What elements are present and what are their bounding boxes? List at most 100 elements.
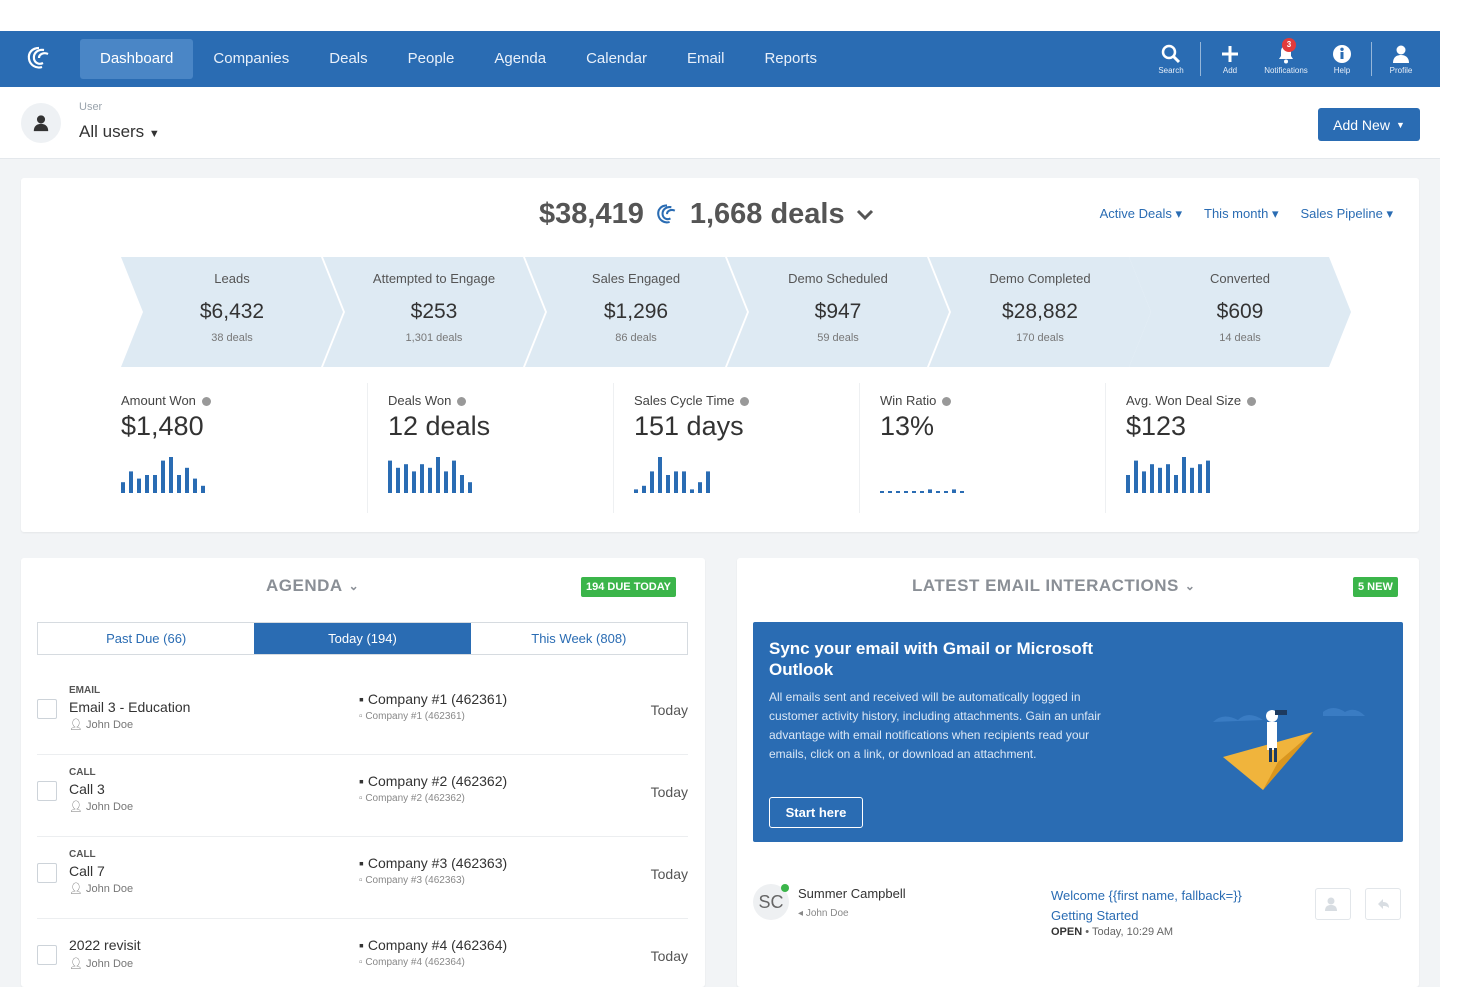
user-icon: 👤︎ bbox=[69, 801, 87, 813]
total-deals: 1,668 deals bbox=[689, 198, 845, 230]
stage-name: Demo Completed bbox=[989, 271, 1091, 286]
activity-title[interactable]: Email 3 - Education bbox=[69, 699, 191, 715]
start-here-button[interactable]: Start here bbox=[769, 797, 863, 828]
funnel-stage-demo-completed[interactable]: Demo Completed $28,882 170 deals bbox=[929, 257, 1151, 367]
nav-email[interactable]: Email bbox=[686, 50, 725, 67]
banner-title: Sync your email with Gmail or Microsoft … bbox=[769, 639, 1094, 679]
reply-button[interactable] bbox=[1365, 888, 1401, 920]
email-subject-link[interactable]: Welcome {{first name, fallback=}} Gettin… bbox=[1051, 888, 1242, 923]
active-deals-filter[interactable]: Active Deals ▾ bbox=[1099, 206, 1183, 221]
agenda-title[interactable]: AGENDA ⌄ bbox=[266, 576, 359, 596]
activity-owner: 👤︎ John Doe bbox=[69, 718, 133, 731]
stage-arrow-shape bbox=[525, 257, 747, 367]
activity-company[interactable]: ▪ Company #4 (462364) bbox=[359, 937, 507, 953]
stage-deals: 38 deals bbox=[211, 332, 253, 344]
nav-people[interactable]: People bbox=[407, 50, 455, 67]
company-sub-name: Company #2 (462362) bbox=[365, 793, 465, 804]
metric-sales-cycle-time[interactable]: Sales Cycle Time 151 days bbox=[613, 383, 859, 513]
app-logo[interactable] bbox=[16, 31, 62, 87]
activity-company[interactable]: ▪ Company #1 (462361) bbox=[359, 691, 507, 707]
user-filter-dropdown[interactable]: All users ▼ bbox=[79, 122, 160, 142]
agenda-row[interactable]: 2022 revisit 👤︎ John Doe ▪ Company #4 (4… bbox=[37, 919, 688, 987]
sparkline-bar bbox=[185, 467, 189, 493]
pipeline-filter[interactable]: Sales Pipeline ▾ bbox=[1300, 206, 1393, 221]
info-icon[interactable] bbox=[740, 397, 750, 407]
briefcase-icon: ▪ bbox=[359, 937, 368, 953]
nav-deals[interactable]: Deals bbox=[329, 50, 368, 67]
nav-dashboard[interactable]: Dashboard bbox=[80, 39, 194, 79]
sparkline bbox=[388, 457, 472, 493]
sparkline-bar bbox=[161, 460, 165, 493]
sparkline-bar bbox=[888, 491, 892, 493]
profile-button[interactable]: Profile bbox=[1376, 44, 1426, 75]
agenda-row[interactable]: CALL Call 3 👤︎ John Doe ▪ Company #2 (46… bbox=[37, 755, 688, 837]
activity-title[interactable]: 2022 revisit bbox=[69, 937, 141, 953]
activity-company-sub: ▫ Company #2 (462362) bbox=[359, 793, 465, 804]
metric-name-text: Sales Cycle Time bbox=[634, 393, 735, 408]
new-emails-badge: 5 NEW bbox=[1353, 577, 1398, 597]
stage-deals: 1,301 deals bbox=[405, 332, 463, 344]
sparkline-bar bbox=[960, 491, 964, 493]
info-icon[interactable] bbox=[201, 397, 211, 407]
nav-agenda[interactable]: Agenda bbox=[494, 50, 547, 67]
sparkline-bar bbox=[1198, 464, 1202, 493]
email-interaction-row[interactable]: SC Summer Campbell ◂ John Doe Welcome {{… bbox=[753, 870, 1403, 940]
help-button[interactable]: Help bbox=[1317, 44, 1367, 75]
stage-name: Leads bbox=[214, 271, 250, 286]
funnel-stage-leads[interactable]: Leads $6,432 38 deals bbox=[121, 257, 343, 367]
stage-deals: 59 deals bbox=[817, 332, 859, 344]
complete-checkbox[interactable] bbox=[37, 863, 57, 883]
add-button[interactable]: Add bbox=[1205, 44, 1255, 75]
company-sub-name: Company #4 (462364) bbox=[365, 957, 465, 968]
notifications-button[interactable]: 3 Notifications bbox=[1255, 37, 1317, 75]
add-new-button[interactable]: Add New ▼ bbox=[1318, 108, 1420, 141]
complete-checkbox[interactable] bbox=[37, 699, 57, 719]
sparkline-bar bbox=[129, 471, 133, 493]
info-icon[interactable] bbox=[942, 397, 952, 407]
info-icon[interactable] bbox=[1247, 397, 1257, 407]
user-filter-bar: User All users ▼ Add New ▼ bbox=[0, 87, 1440, 159]
complete-checkbox[interactable] bbox=[37, 945, 57, 965]
email-interactions-title[interactable]: LATEST EMAIL INTERACTIONS ⌄ bbox=[912, 576, 1195, 596]
activity-due: Today bbox=[650, 866, 688, 882]
agenda-row[interactable]: CALL Call 7 👤︎ John Doe ▪ Company #3 (46… bbox=[37, 837, 688, 919]
nav-companies[interactable]: Companies bbox=[213, 50, 290, 67]
agenda-row[interactable]: EMAIL Email 3 - Education 👤︎ John Doe ▪ … bbox=[37, 673, 688, 755]
nav-calendar[interactable]: Calendar bbox=[586, 50, 647, 67]
funnel-stage-converted[interactable]: Converted $609 14 deals bbox=[1129, 257, 1351, 367]
metric-value: $1,480 bbox=[121, 411, 204, 441]
total-amount: $38,419 bbox=[539, 198, 644, 230]
add-contact-button[interactable] bbox=[1315, 888, 1351, 920]
tab-today[interactable]: Today (194) bbox=[254, 623, 471, 654]
metric-avg-won-deal-size[interactable]: Avg. Won Deal Size $123 bbox=[1105, 383, 1351, 513]
funnel-stage-sales-engaged[interactable]: Sales Engaged $1,296 86 deals bbox=[525, 257, 747, 367]
sparkline-bar bbox=[1142, 471, 1146, 493]
activity-company[interactable]: ▪ Company #2 (462362) bbox=[359, 773, 507, 789]
tab-past-due[interactable]: Past Due (66) bbox=[106, 631, 187, 646]
search-button[interactable]: Search bbox=[1146, 44, 1196, 75]
metric-name: Deals Won bbox=[388, 393, 467, 408]
sparkline-bar bbox=[1158, 467, 1162, 493]
metric-win-ratio[interactable]: Win Ratio 13% bbox=[859, 383, 1105, 513]
activity-title[interactable]: Call 3 bbox=[69, 781, 105, 797]
stage-amount: $609 bbox=[1216, 300, 1264, 323]
metric-amount-won[interactable]: Amount Won $1,480 bbox=[121, 383, 367, 513]
activity-due: Today bbox=[650, 948, 688, 964]
contact-name[interactable]: Summer Campbell bbox=[798, 886, 906, 901]
period-filter[interactable]: This month ▾ bbox=[1204, 206, 1279, 221]
activity-company[interactable]: ▪ Company #3 (462363) bbox=[359, 855, 507, 871]
tab-this-week[interactable]: This Week (808) bbox=[531, 631, 627, 646]
metric-name-text: Amount Won bbox=[121, 393, 196, 408]
metric-name: Avg. Won Deal Size bbox=[1126, 393, 1257, 408]
info-icon[interactable] bbox=[457, 397, 467, 407]
metric-deals-won[interactable]: Deals Won 12 deals bbox=[367, 383, 613, 513]
nav-reports[interactable]: Reports bbox=[764, 50, 817, 67]
metric-name: Amount Won bbox=[121, 393, 211, 408]
pipeline-total[interactable]: $38,419 1,668 deals bbox=[539, 198, 875, 231]
funnel-stage-demo-scheduled[interactable]: Demo Scheduled $947 59 deals bbox=[727, 257, 949, 367]
funnel-stage-attempted[interactable]: Attempted to Engage $253 1,301 deals bbox=[323, 257, 545, 367]
stage-name: Sales Engaged bbox=[591, 271, 681, 286]
activity-title[interactable]: Call 7 bbox=[69, 863, 105, 879]
complete-checkbox[interactable] bbox=[37, 781, 57, 801]
online-status-dot bbox=[781, 884, 789, 892]
